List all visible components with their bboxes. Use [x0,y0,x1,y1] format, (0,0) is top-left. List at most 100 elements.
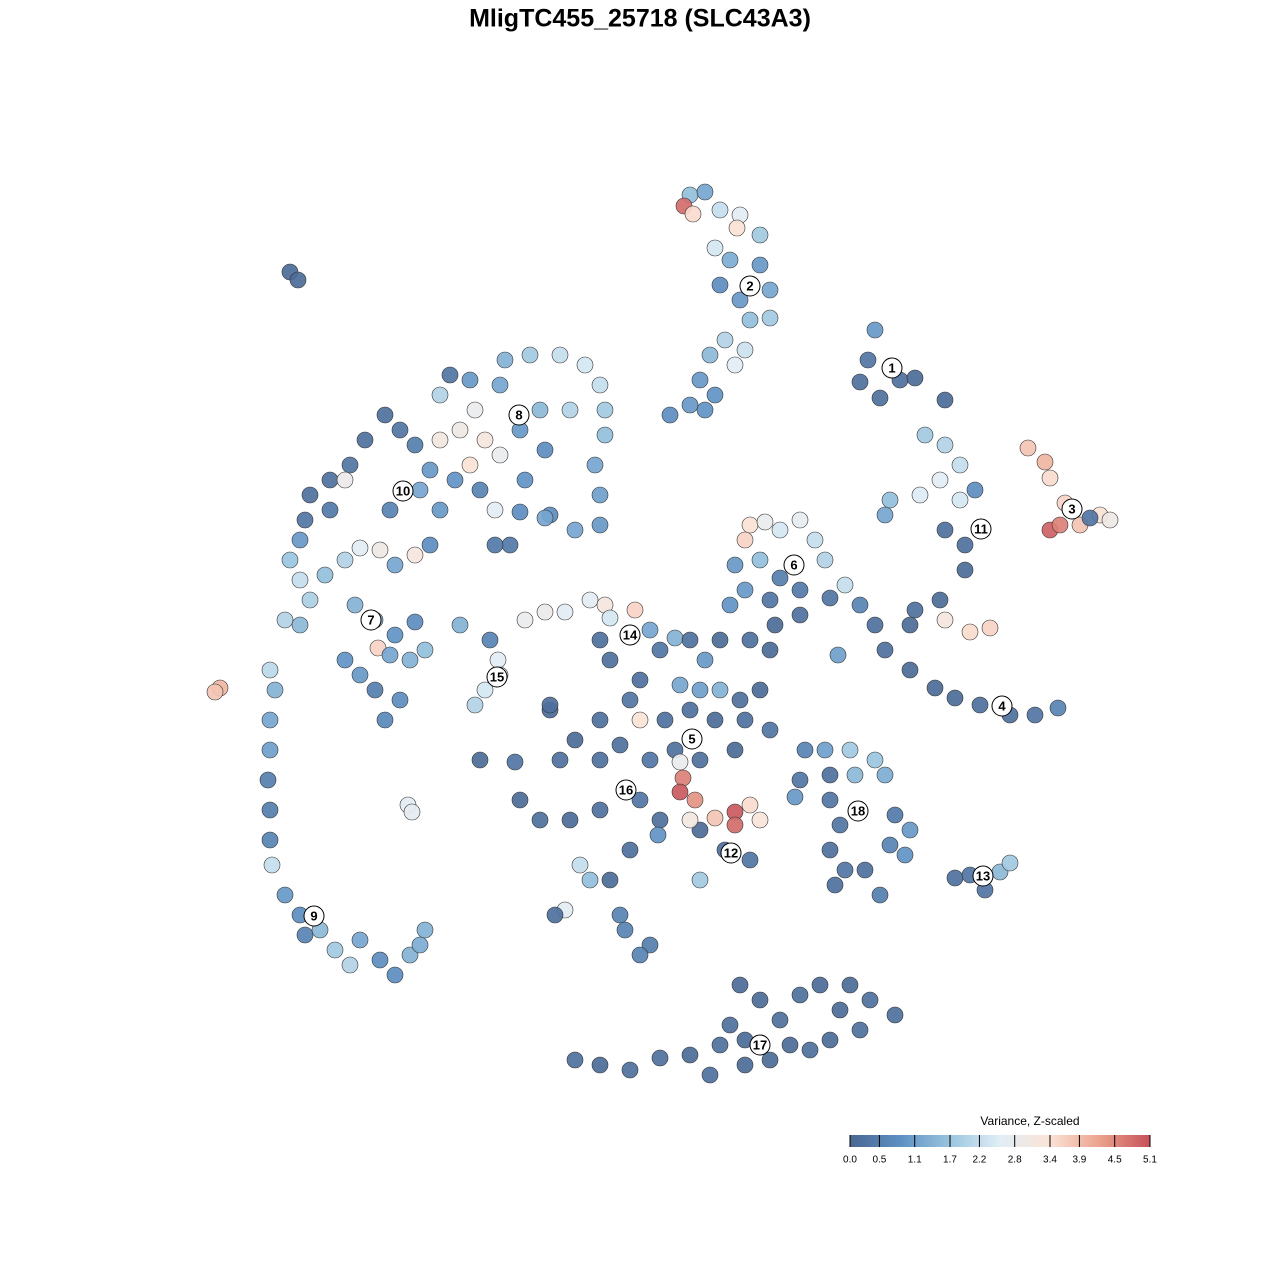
cluster-badge [1061,498,1083,520]
point [731,691,749,709]
point [806,531,824,549]
colorbar-tick-label: 0.0 [843,1155,857,1166]
cluster-label: 13 [976,868,990,883]
point [1051,516,1069,534]
point [791,606,809,624]
point [821,841,839,859]
point [401,946,419,964]
point [681,1046,699,1064]
point [751,681,769,699]
point [321,471,339,489]
point [296,926,314,944]
point [856,861,874,879]
point [486,536,504,554]
point [766,616,784,634]
point [356,431,374,449]
point [816,741,834,759]
point [406,436,424,454]
point [871,389,889,407]
point [771,1011,789,1029]
point [671,753,689,771]
cluster-label: 17 [753,1037,767,1052]
point [481,631,499,649]
point [431,431,449,449]
cluster-label: 11 [974,521,988,536]
colorbar-tick-label: 2.2 [972,1155,986,1166]
point [291,531,309,549]
colorbar-tick-label: 2.8 [1008,1155,1022,1166]
point [886,806,904,824]
point [866,751,884,769]
point [1049,699,1067,717]
point [906,601,924,619]
point [531,401,549,419]
point [541,696,559,714]
point [741,631,759,649]
colorbar-title: Variance, Z-scaled [980,1114,1079,1128]
point [381,501,399,519]
point [961,623,979,641]
point [821,791,839,809]
point [591,751,609,769]
point [811,976,829,994]
point [751,811,769,829]
point [721,251,739,269]
point [561,401,579,419]
point [821,1031,839,1049]
point [691,821,709,839]
point [666,629,684,647]
cluster-label: 10 [396,483,410,498]
point [471,481,489,499]
point [316,566,334,584]
point [536,509,554,527]
point [386,556,404,574]
point [791,986,809,1004]
cluster-badge [303,905,325,927]
colorbar-tick-label: 3.9 [1072,1155,1086,1166]
point [829,646,847,664]
point [263,856,281,874]
point [711,1036,729,1054]
point [341,456,359,474]
point [336,651,354,669]
point [761,309,779,327]
point [736,581,754,599]
cluster-badge [615,779,637,801]
point [881,491,899,509]
point [946,869,964,887]
point [266,681,284,699]
point [466,401,484,419]
point [831,816,849,834]
point [731,976,749,994]
cluster-label: 14 [623,627,638,642]
point [711,681,729,699]
point [386,966,404,984]
point [681,811,699,829]
point [876,766,894,784]
point [376,711,394,729]
point [761,721,779,739]
point [476,431,494,449]
point [931,591,949,609]
point [791,511,809,529]
point [881,836,899,854]
point [591,486,609,504]
point [851,373,869,391]
point [728,219,746,237]
point [721,596,739,614]
point [506,753,524,771]
point [656,711,674,729]
point [631,946,649,964]
point [641,936,659,954]
cluster-badge [486,666,508,688]
cluster-badge [739,275,761,297]
point [351,539,369,557]
point [336,471,354,489]
point [591,631,609,649]
point [831,1001,849,1019]
point [491,376,509,394]
point [446,471,464,489]
point [716,331,734,349]
cluster-badge [508,404,530,426]
point [696,651,714,669]
